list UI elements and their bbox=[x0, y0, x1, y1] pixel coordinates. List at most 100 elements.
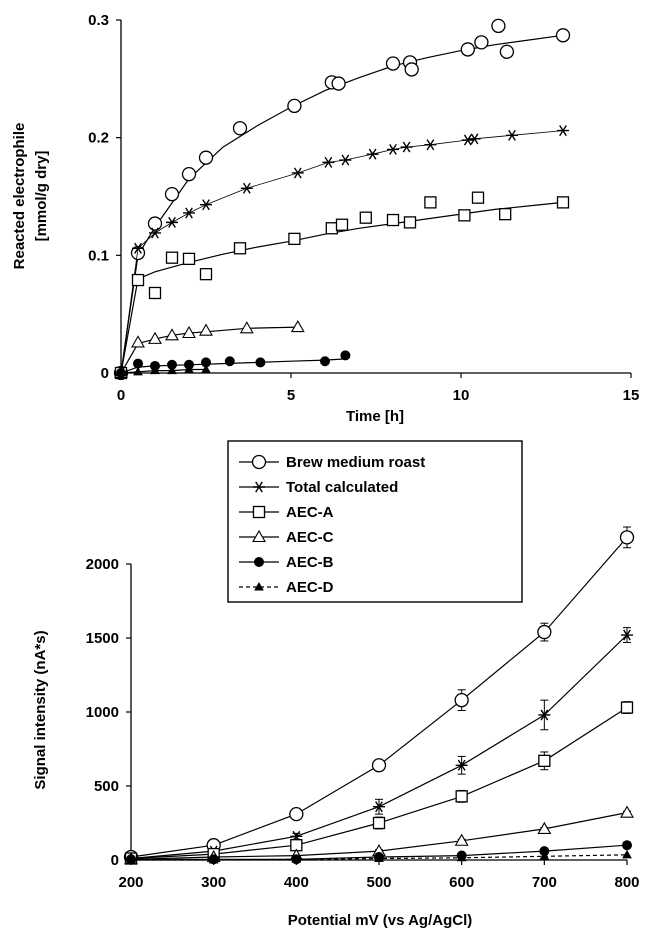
series-line bbox=[120, 201, 564, 374]
data-point bbox=[184, 364, 194, 373]
y-tick-label: 0 bbox=[101, 365, 109, 382]
data-point bbox=[620, 805, 634, 818]
x-tick-label: 15 bbox=[623, 387, 640, 404]
data-point bbox=[183, 207, 195, 219]
data-point bbox=[200, 199, 212, 211]
data-point bbox=[131, 335, 145, 348]
data-point bbox=[150, 365, 160, 375]
data-point bbox=[320, 356, 330, 367]
legend-entry-aec-c: AEC-C bbox=[239, 529, 334, 546]
data-point bbox=[149, 227, 161, 239]
data-point bbox=[622, 840, 632, 851]
legend-marker bbox=[254, 557, 264, 567]
data-point bbox=[366, 148, 379, 160]
top-chart: 0 5 10 15 0 0.1 0.2 0.3 Time [h] Reacted electrop… bbox=[11, 12, 639, 425]
data-point bbox=[335, 218, 349, 231]
legend-label: Total calculated bbox=[286, 479, 398, 496]
legend-box bbox=[227, 440, 523, 603]
data-point bbox=[201, 364, 211, 373]
data-point bbox=[538, 709, 551, 721]
x-tick-label: 700 bbox=[532, 874, 557, 891]
data-point bbox=[620, 701, 634, 714]
data-point bbox=[454, 693, 469, 708]
data-point bbox=[198, 150, 214, 165]
data-point bbox=[291, 854, 302, 863]
x-tick-label: 500 bbox=[366, 874, 391, 891]
data-point bbox=[340, 350, 351, 361]
legend-label: AEC-D bbox=[286, 579, 334, 596]
y-tick-label: 1000 bbox=[86, 704, 119, 721]
data-point bbox=[290, 320, 305, 333]
data-point bbox=[339, 154, 352, 166]
series-aec-a bbox=[114, 191, 570, 380]
data-point bbox=[167, 365, 177, 375]
y-tick-label: 1500 bbox=[86, 630, 119, 647]
series-aec-d bbox=[116, 364, 211, 377]
data-point bbox=[537, 821, 552, 834]
x-tick-label: 400 bbox=[284, 874, 309, 891]
series-aec-b bbox=[116, 350, 351, 378]
legend-marker bbox=[253, 481, 265, 493]
data-point bbox=[537, 624, 552, 640]
data-point bbox=[166, 216, 178, 228]
data-point bbox=[148, 331, 162, 344]
data-point bbox=[133, 358, 143, 369]
data-point bbox=[424, 139, 437, 151]
data-point bbox=[240, 182, 253, 194]
data-point bbox=[148, 286, 162, 300]
legend-entry-aec-a: AEC-A bbox=[239, 504, 334, 521]
y-axis-title-line-1: Reacted electrophile bbox=[11, 123, 28, 270]
data-point bbox=[455, 790, 468, 803]
x-axis-title: Potential mV (vs Ag/AgCl) bbox=[288, 912, 472, 929]
series-line bbox=[120, 358, 346, 374]
data-point bbox=[165, 251, 179, 264]
legend-marker bbox=[251, 454, 267, 470]
legend-entry-aec-b: AEC-B bbox=[239, 554, 334, 571]
legend-marker bbox=[252, 505, 266, 519]
data-point bbox=[621, 629, 633, 641]
series-aec-c bbox=[114, 320, 305, 379]
y-axis-title: Signal intensity (nA*s) bbox=[32, 630, 49, 789]
series-line bbox=[130, 707, 628, 860]
data-point bbox=[387, 143, 399, 155]
data-point bbox=[400, 141, 413, 153]
data-point bbox=[126, 854, 136, 864]
x-axis-title: Time [h] bbox=[346, 408, 404, 425]
data-point bbox=[374, 853, 384, 863]
data-point bbox=[287, 98, 302, 114]
x-tick-label: 300 bbox=[201, 874, 226, 891]
data-point bbox=[322, 156, 335, 168]
data-point bbox=[371, 758, 387, 773]
y-tick-label: 0.3 bbox=[88, 12, 109, 29]
data-point bbox=[132, 242, 144, 254]
data-point bbox=[199, 268, 213, 281]
x-tick-label: 800 bbox=[614, 874, 639, 891]
y-axis-title-line-2: [mmol/g dry] bbox=[33, 151, 50, 242]
data-point bbox=[164, 186, 180, 202]
data-point bbox=[386, 213, 400, 227]
data-point bbox=[404, 62, 419, 77]
data-point bbox=[255, 357, 266, 368]
legend: Brew medium roast Total calculated AEC-A AE… bbox=[227, 440, 523, 603]
y-tick-label: 2000 bbox=[86, 556, 119, 573]
data-point bbox=[506, 129, 518, 141]
data-point bbox=[622, 849, 632, 859]
series-brew-medium-roast bbox=[113, 18, 571, 381]
y-tick-label: 0.2 bbox=[88, 130, 109, 147]
legend-marker bbox=[252, 529, 266, 543]
y-tick-label: 500 bbox=[94, 778, 119, 795]
data-point bbox=[199, 323, 213, 336]
x-tick-label: 600 bbox=[449, 874, 474, 891]
data-point bbox=[538, 754, 551, 767]
x-tick-label: 5 bbox=[287, 387, 295, 404]
series-aec-d bbox=[126, 849, 632, 864]
data-point bbox=[491, 18, 506, 34]
data-point bbox=[133, 366, 143, 376]
data-point bbox=[424, 196, 437, 209]
data-point bbox=[182, 325, 196, 339]
y-tick-label: 0.1 bbox=[88, 247, 109, 264]
data-point bbox=[289, 806, 304, 822]
data-point bbox=[468, 133, 481, 145]
data-point bbox=[232, 121, 248, 136]
